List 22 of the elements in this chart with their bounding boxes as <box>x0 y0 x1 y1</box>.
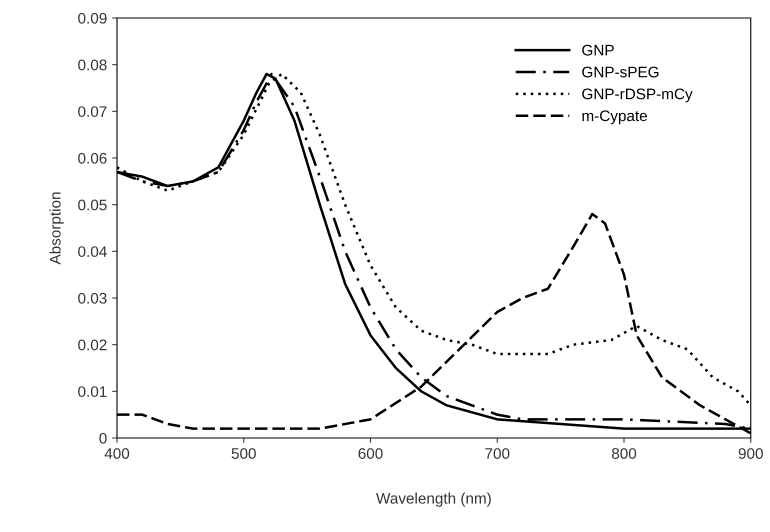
y-tick-label: 0.08 <box>78 60 107 70</box>
legend-label: GNP <box>582 44 614 56</box>
y-tick-label: 0.05 <box>78 200 107 210</box>
x-tick-label: 700 <box>485 448 510 459</box>
y-tick-label: 0 <box>99 432 107 444</box>
x-tick-label: 900 <box>738 448 763 459</box>
x-tick-label: 500 <box>232 448 256 459</box>
y-tick-label: 0.07 <box>78 106 107 118</box>
legend-label: GNP-sPEG <box>582 66 658 78</box>
y-tick-label: 0.04 <box>78 246 107 258</box>
legend-label: m-Cypate <box>582 110 647 124</box>
x-tick-label: 400 <box>104 448 130 459</box>
y-axis-title: Absorption <box>49 192 64 264</box>
y-tick-label: 0.02 <box>78 340 107 350</box>
y-tick-label: 0.06 <box>78 152 107 164</box>
y-tick-label: 0.03 <box>78 292 107 304</box>
legend-label: GNP-rDSP-mCy <box>582 88 693 102</box>
x-axis-title: Wavelength (nm) <box>376 492 491 507</box>
y-tick-label: 0.09 <box>78 12 107 24</box>
x-tick-label: 800 <box>612 448 636 459</box>
x-tick-label: 600 <box>358 448 383 459</box>
y-tick-label: 0.01 <box>78 386 107 398</box>
